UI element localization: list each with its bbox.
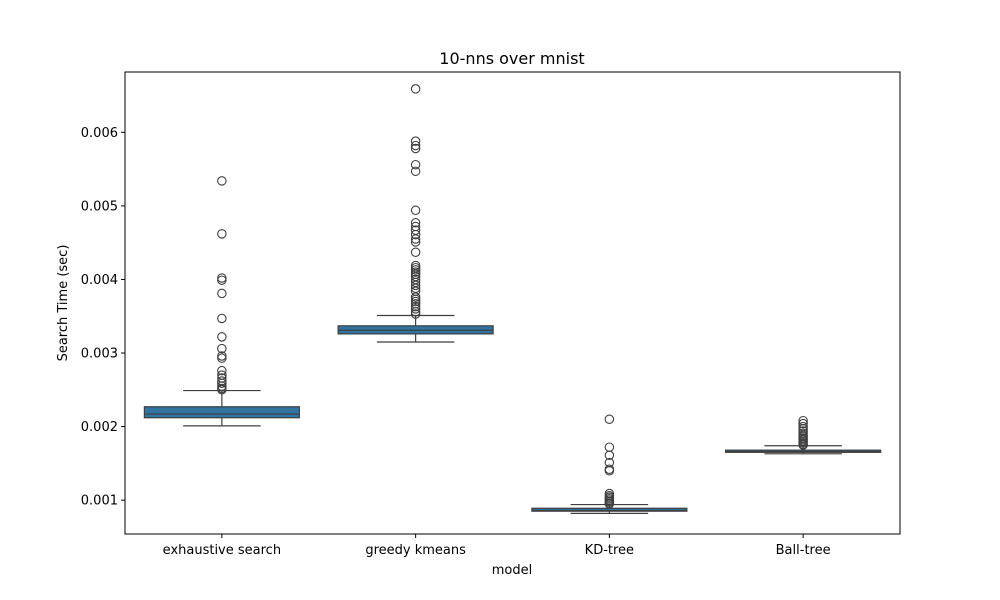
x-tick-label: greedy kmeans [365,543,466,558]
outlier-point [604,499,615,509]
outlier-point [217,378,227,388]
outlier-point [604,414,615,424]
outlier-point [410,143,421,154]
outlier-point [410,247,421,257]
y-axis-label: Search Time (sec) [56,245,71,362]
box-iqr [143,406,300,419]
outlier-point [217,288,227,299]
box-group [337,84,494,343]
outlier-point [798,418,808,429]
chart-title: 10-nns over mnist [439,49,584,68]
outlier-point [217,332,227,342]
plot-area [143,84,882,515]
outlier-point [217,365,227,376]
outlier-point [217,343,227,354]
x-axis-label: model [492,563,532,578]
outlier-point [217,353,227,363]
outlier-point [217,229,227,239]
outlier-point [410,84,421,94]
outlier-point [217,385,227,395]
outlier-point [410,280,421,291]
x-tick-label: exhaustive search [163,543,281,558]
outlier-point [217,176,227,186]
x-tick-label: KD-tree [585,543,634,558]
outlier-point [604,465,615,476]
outlier-point [604,450,615,461]
outlier-point [410,234,421,244]
box-group [725,415,882,455]
x-tick-label: Ball-tree [776,543,831,558]
outlier-point [410,205,421,216]
y-tick-label: 0.005 [81,199,118,214]
box-group [531,414,688,515]
y-tick-label: 0.004 [81,273,118,288]
outlier-point [410,140,421,151]
outlier-point [410,159,421,170]
outlier-point [410,304,421,314]
outlier-point [410,229,421,240]
outlier-point [410,309,421,319]
y-tick-label: 0.002 [81,420,118,435]
y-tick-label: 0.001 [81,494,118,509]
outlier-point [410,218,421,228]
outlier-point [410,237,421,247]
outlier-point [217,313,227,324]
box-group [143,176,300,427]
outlier-point [410,136,421,146]
y-tick-label: 0.003 [81,347,118,362]
outlier-point [217,275,227,285]
y-tick-label: 0.006 [81,126,118,141]
outlier-point [798,440,808,450]
outlier-point [410,166,421,177]
plot-frame [124,71,901,535]
